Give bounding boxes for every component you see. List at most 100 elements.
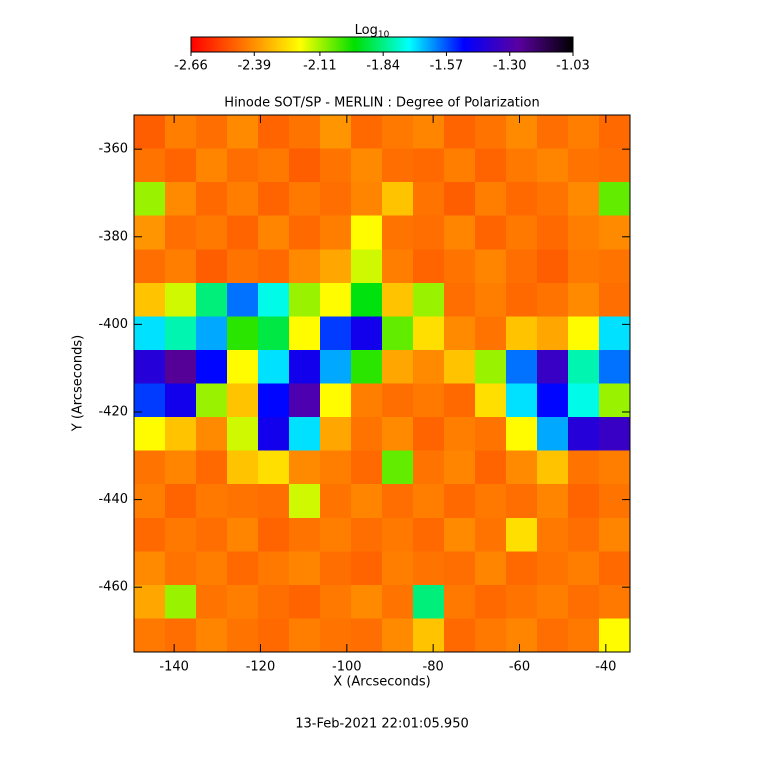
heatmap-cell xyxy=(289,383,321,418)
heatmap-cell xyxy=(134,349,166,384)
heatmap-cell xyxy=(506,282,538,317)
heatmap-cell xyxy=(413,383,445,418)
heatmap-cell xyxy=(382,484,414,519)
heatmap-cell xyxy=(568,383,600,418)
chart-title: Hinode SOT/SP - MERLIN : Degree of Polar… xyxy=(224,96,539,111)
heatmap-cell xyxy=(382,316,414,351)
heatmap-cell xyxy=(134,249,166,284)
heatmap-cell xyxy=(382,450,414,485)
heatmap-cell xyxy=(134,215,166,250)
heatmap-cell xyxy=(320,349,352,384)
heatmap-cell xyxy=(320,316,352,351)
heatmap-cell xyxy=(289,182,321,217)
heatmap-cell xyxy=(444,450,476,485)
heatmap-cell xyxy=(444,551,476,586)
heatmap-cell xyxy=(599,115,631,150)
heatmap-cell xyxy=(444,115,476,150)
heatmap-cell xyxy=(537,182,569,217)
heatmap-cell xyxy=(258,584,290,619)
heatmap-cell xyxy=(537,316,569,351)
heatmap-cell xyxy=(351,584,383,619)
heatmap-cell xyxy=(506,383,538,418)
heatmap-cell xyxy=(537,215,569,250)
x-tick-label: -100 xyxy=(332,660,362,675)
heatmap-cell xyxy=(599,182,631,217)
heatmap-cell xyxy=(351,383,383,418)
heatmap-cell xyxy=(258,349,290,384)
heatmap-cell xyxy=(258,551,290,586)
heatmap-cell xyxy=(258,618,290,653)
heatmap-cell xyxy=(382,618,414,653)
heatmap-cell xyxy=(475,450,507,485)
heatmap-cell xyxy=(196,215,228,250)
heatmap-cell xyxy=(227,484,259,519)
heatmap-cell xyxy=(599,215,631,250)
heatmap-cell xyxy=(506,517,538,552)
heatmap-cell xyxy=(258,148,290,183)
heatmap-cell xyxy=(537,115,569,150)
heatmap-cell xyxy=(506,316,538,351)
heatmap-cell xyxy=(413,417,445,452)
heatmap-cell xyxy=(444,517,476,552)
heatmap-cell xyxy=(165,215,197,250)
heatmap-cell xyxy=(413,584,445,619)
heatmap-cell xyxy=(599,584,631,619)
heatmap-cell xyxy=(568,148,600,183)
heatmap-cell xyxy=(134,182,166,217)
heatmap-cell xyxy=(227,282,259,317)
heatmap-cell xyxy=(506,148,538,183)
heatmap-cell xyxy=(599,517,631,552)
heatmap-cell xyxy=(227,383,259,418)
date-label: 13-Feb-2021 22:01:05.950 xyxy=(295,717,469,732)
heatmap-cell xyxy=(382,282,414,317)
heatmap-cell xyxy=(227,551,259,586)
colorbar-tick-label: -2.39 xyxy=(237,59,271,74)
heatmap-cell xyxy=(413,182,445,217)
heatmap-cell xyxy=(289,417,321,452)
heatmap-cell xyxy=(165,148,197,183)
heatmap-cell xyxy=(506,618,538,653)
x-tick-label: -120 xyxy=(246,660,276,675)
heatmap-cell xyxy=(165,484,197,519)
colorbar-tick-label: -2.11 xyxy=(303,59,337,74)
heatmap-cell xyxy=(196,484,228,519)
heatmap-cell xyxy=(506,115,538,150)
heatmap-cell xyxy=(351,316,383,351)
heatmap-cell xyxy=(165,417,197,452)
heatmap-cell xyxy=(351,450,383,485)
heatmap-cell xyxy=(196,115,228,150)
heatmap-cell xyxy=(382,417,414,452)
heatmap-cell xyxy=(351,417,383,452)
heatmap-cell xyxy=(320,584,352,619)
heatmap-cell xyxy=(475,584,507,619)
heatmap-cell xyxy=(351,517,383,552)
y-axis-label: Y (Arcseconds) xyxy=(71,335,86,432)
heatmap-cell xyxy=(444,249,476,284)
heatmap-cell xyxy=(382,148,414,183)
heatmap-cell xyxy=(475,148,507,183)
plot-frame xyxy=(133,114,631,653)
heatmap-cell xyxy=(444,316,476,351)
heatmap-cell xyxy=(289,349,321,384)
colorbar-tick-label: -1.03 xyxy=(556,59,590,74)
heatmap-cell xyxy=(475,517,507,552)
x-tick-label: -60 xyxy=(509,660,530,675)
heatmap-cell xyxy=(413,215,445,250)
heatmap-cell xyxy=(413,249,445,284)
heatmap-cell xyxy=(599,282,631,317)
heatmap-cell xyxy=(382,551,414,586)
heatmap-cell xyxy=(258,383,290,418)
heatmap-cell xyxy=(475,215,507,250)
heatmap-cell xyxy=(568,316,600,351)
heatmap-cell xyxy=(196,551,228,586)
heatmap-cell xyxy=(351,148,383,183)
heatmap-cell xyxy=(196,316,228,351)
heatmap-cell xyxy=(568,215,600,250)
heatmap-cell xyxy=(289,517,321,552)
heatmap-cell xyxy=(537,282,569,317)
colorbar-label: Log10 xyxy=(355,23,390,40)
heatmap-cell xyxy=(258,215,290,250)
heatmap-cell xyxy=(134,618,166,653)
heatmap-cell xyxy=(537,484,569,519)
